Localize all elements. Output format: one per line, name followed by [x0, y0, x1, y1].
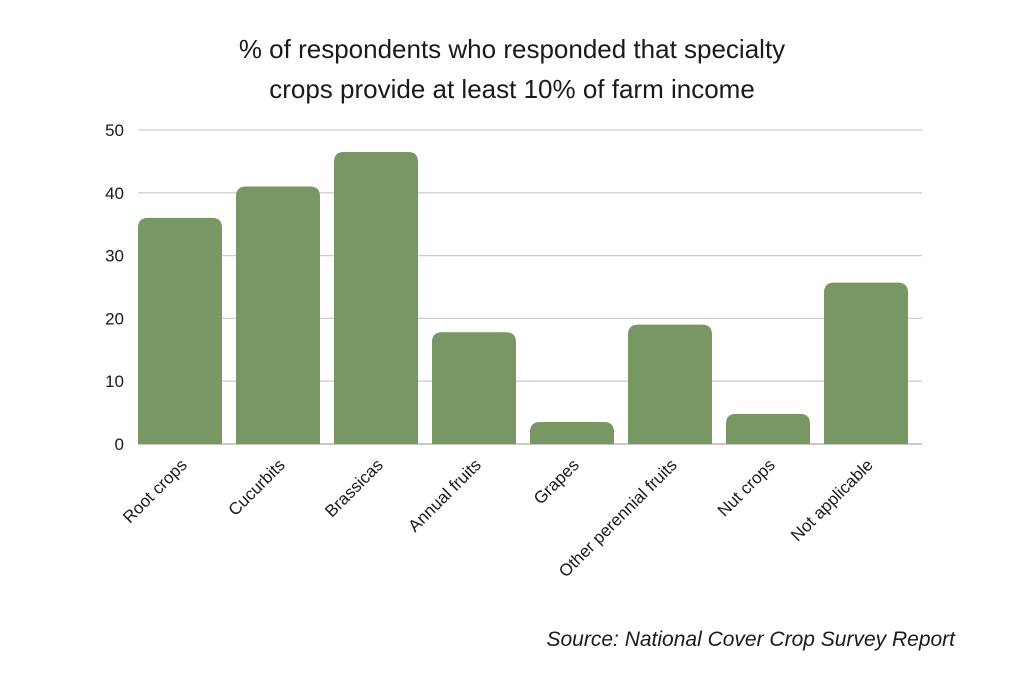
bar-cucurbits — [236, 186, 320, 444]
x-category-label: Brassicas — [321, 455, 387, 521]
x-category-label: Root crops — [119, 455, 191, 527]
bar-nut-crops — [726, 413, 810, 444]
y-axis-ticks: 0 10 20 30 40 50 — [105, 121, 124, 454]
y-tick-label: 20 — [105, 309, 124, 328]
x-category-label: Cucurbits — [225, 455, 289, 519]
y-tick-label: 40 — [105, 184, 124, 203]
chart-title-line-1: % of respondents who responded that spec… — [239, 34, 785, 64]
x-category-label: Grapes — [530, 455, 583, 508]
x-axis-labels: Root crops Cucurbits Brassicas Annual fruit… — [119, 455, 877, 581]
bar-root-crops — [138, 217, 222, 444]
bar-annual-fruits — [432, 332, 516, 444]
chart-title-line-2: crops provide at least 10% of farm incom… — [269, 74, 755, 104]
y-tick-label: 30 — [105, 247, 124, 266]
bars — [138, 151, 908, 445]
x-category-label: Not applicable — [787, 455, 877, 545]
bar-grapes — [530, 422, 614, 444]
y-tick-label: 50 — [105, 121, 124, 140]
bar-brassicas — [334, 151, 418, 445]
y-tick-label: 0 — [115, 435, 124, 454]
source-note: Source: National Cover Crop Survey Repor… — [546, 628, 956, 651]
x-category-label: Nut crops — [714, 455, 779, 520]
y-tick-label: 10 — [105, 372, 124, 391]
bar-other-perennial-fruits — [628, 324, 712, 444]
x-category-label: Annual fruits — [405, 455, 485, 535]
bar-not-applicable — [824, 282, 908, 444]
